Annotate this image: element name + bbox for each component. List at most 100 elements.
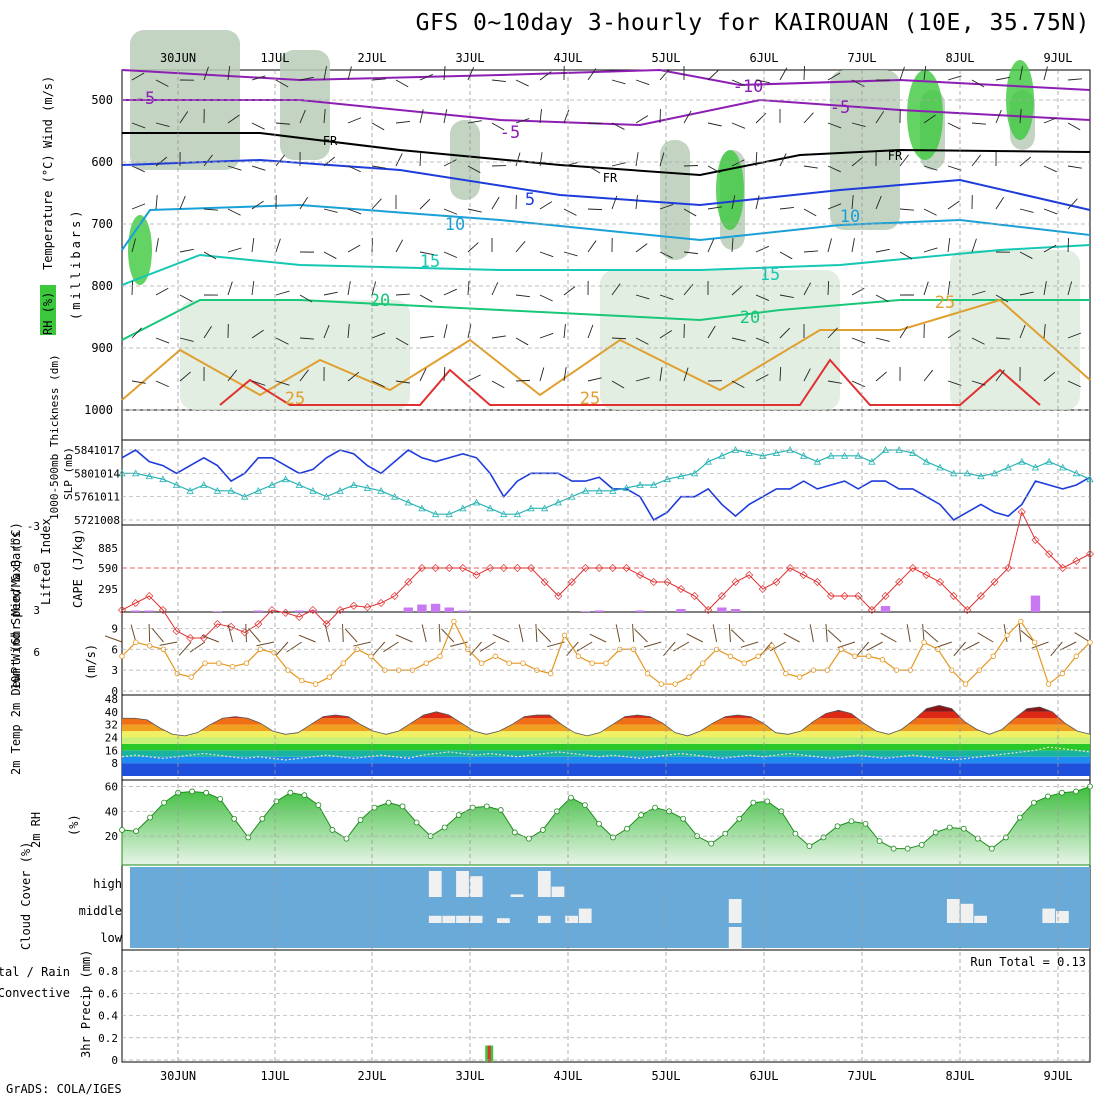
wind-barb-10m — [977, 632, 994, 643]
wind-barb — [491, 79, 506, 82]
precip-ytick: 0.2 — [98, 1032, 118, 1045]
cloud-bar — [728, 899, 742, 923]
li-point — [1045, 549, 1054, 559]
rh-point — [385, 799, 392, 806]
precip-panel — [485, 1045, 494, 1062]
thickness-point — [540, 504, 549, 512]
wind-barb-10m — [1031, 641, 1049, 649]
wind-speed-point — [340, 660, 346, 666]
wind-barb — [539, 109, 542, 124]
temp-contour-line — [121, 298, 1091, 401]
wind-barb-10m — [344, 628, 358, 643]
rh-point — [217, 796, 224, 802]
rh-point — [245, 834, 252, 841]
wind-barb — [179, 337, 194, 342]
thickness-point — [404, 498, 412, 506]
wind-speed-point — [119, 653, 125, 659]
wind-barb — [1067, 281, 1073, 296]
wind-ytick: 6 — [111, 643, 118, 656]
wind-barb — [563, 162, 578, 167]
cape-bar — [676, 609, 686, 612]
li-point — [417, 563, 426, 573]
rh-point — [1045, 793, 1051, 800]
temp-band — [122, 711, 1090, 719]
wind-barb — [803, 208, 817, 217]
wind-barb — [875, 294, 889, 302]
wind-barb — [971, 238, 977, 253]
wind-barb — [491, 282, 499, 296]
wind-barb — [755, 294, 770, 301]
wind-barb — [923, 66, 927, 81]
wind-speed-point — [1004, 632, 1010, 639]
wind-speed-point — [921, 639, 927, 646]
date-tick-top: 5JUL — [652, 51, 681, 65]
wind-barb — [227, 208, 241, 216]
wind-barb — [635, 195, 638, 210]
wind-speed-point — [133, 639, 139, 646]
wind-barb — [755, 337, 770, 344]
wind-barb — [947, 122, 961, 130]
wind-barb — [563, 367, 567, 382]
wind-speed-point — [299, 677, 305, 684]
cloud-bar — [578, 908, 592, 923]
wind-barb-10m — [342, 623, 344, 643]
contour-label: -5 — [135, 89, 155, 109]
wind-barb — [251, 165, 266, 171]
profile-ytick: 800 — [91, 279, 113, 293]
slp-ytick: 1017 — [94, 444, 121, 457]
profile-ytick: 1000 — [84, 403, 113, 417]
cloud-bar — [442, 915, 456, 923]
profile-ylabel-rh: RH (%) — [41, 292, 55, 335]
li-ytick: 6 — [33, 646, 40, 659]
thickness-point — [213, 486, 222, 494]
rh-point — [441, 824, 448, 831]
rh-legend-swatch — [40, 285, 56, 335]
wind-barb — [419, 73, 434, 81]
wind-speed-point — [326, 674, 333, 680]
wind-barb-10m — [130, 624, 137, 643]
wind-barb — [1067, 122, 1081, 131]
wind-barb — [443, 109, 448, 124]
wind-barb — [539, 201, 553, 210]
rh-panel — [119, 783, 1093, 866]
wind-barb — [155, 287, 169, 296]
wind-speed-point — [700, 660, 706, 666]
wind-barb — [731, 337, 746, 342]
wind-speed-point — [437, 653, 443, 659]
wind-barb — [131, 380, 146, 384]
wind-barb — [323, 251, 337, 259]
wind-barb — [827, 165, 841, 173]
li-point — [404, 577, 413, 587]
wind-barb — [539, 71, 552, 81]
cloud-level-label: low — [100, 931, 122, 945]
wind-barb — [155, 195, 158, 210]
li-point — [758, 584, 767, 594]
wind-barb — [251, 281, 255, 296]
wind-barb — [419, 198, 431, 210]
rh-point — [764, 798, 771, 805]
thickness-point — [254, 486, 263, 494]
cape-bar — [1030, 595, 1041, 612]
li-point — [745, 570, 754, 580]
wind-barb-10m — [809, 624, 814, 643]
precip-conv-bar — [487, 1045, 491, 1062]
li-point — [908, 563, 917, 573]
thickness-point — [636, 481, 644, 488]
contour-label: 20 — [370, 291, 390, 311]
wind-speed-point — [1059, 670, 1066, 677]
cape-bar — [430, 603, 441, 612]
wind-barb — [443, 208, 458, 215]
rh-units: (%) — [67, 814, 81, 836]
wind-barb — [563, 324, 566, 339]
cloud-bar — [974, 915, 987, 923]
rh-point — [960, 825, 967, 832]
li-point — [199, 633, 208, 643]
wind-barb — [587, 240, 597, 253]
wind-barb-10m — [395, 634, 413, 643]
wind-speed-point — [520, 660, 526, 666]
chart-title: GFS 0~10day 3-hourly for KAIROUAN (10E, … — [415, 10, 1090, 36]
thickness-point — [827, 451, 835, 459]
footer-credit: GrADS: COLA/IGES — [6, 1082, 122, 1096]
cloud-bar — [537, 915, 551, 923]
li-point — [431, 563, 440, 573]
